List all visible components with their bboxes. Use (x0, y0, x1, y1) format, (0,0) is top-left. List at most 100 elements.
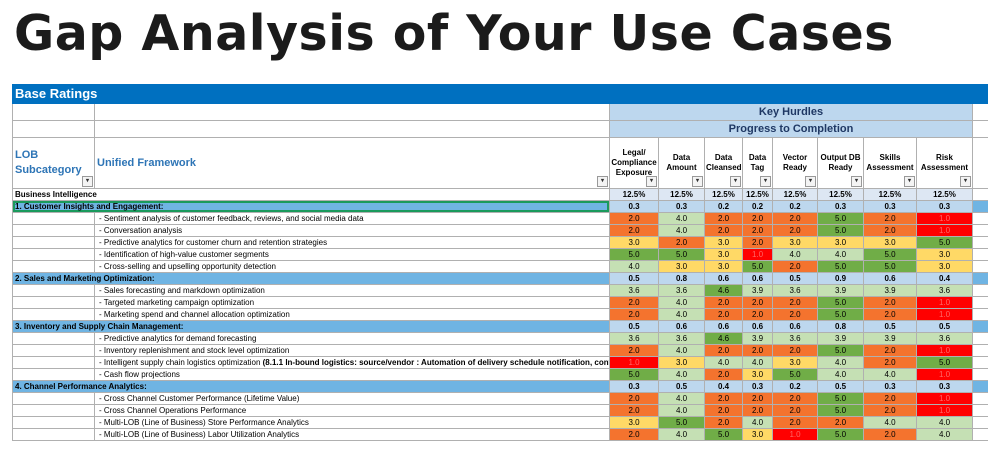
rating-cell[interactable]: 2.0 (704, 416, 743, 429)
metric-header-skills-assessment[interactable]: Skills Assessment ▾ (863, 137, 917, 189)
rating-cell[interactable]: 3.6 (658, 284, 705, 297)
section-score-cell[interactable]: 0.2 (704, 200, 743, 213)
use-case-cell[interactable]: - Targeted marketing campaign optimizati… (94, 296, 610, 309)
section-score-cell[interactable]: 0.6 (658, 320, 705, 333)
lob-cell[interactable] (12, 368, 95, 381)
use-case-cell[interactable]: - Intelligent supply chain logistics opt… (94, 356, 610, 369)
rating-cell[interactable]: 1.0 (916, 212, 973, 225)
rating-cell[interactable]: 2.0 (863, 428, 917, 441)
rating-cell[interactable]: 1.0 (916, 308, 973, 321)
rating-cell[interactable]: 4.0 (658, 296, 705, 309)
filter-dropdown-icon[interactable]: ▾ (597, 176, 608, 187)
section-score-cell[interactable]: 0.2 (772, 200, 818, 213)
rating-cell[interactable]: 1.0 (916, 296, 973, 309)
section-score-cell[interactable]: 0.6 (863, 272, 917, 285)
use-case-cell[interactable]: - Identification of high-value customer … (94, 248, 610, 261)
rating-cell[interactable]: 4.0 (658, 212, 705, 225)
use-case-cell[interactable]: - Inventory replenishment and stock leve… (94, 344, 610, 357)
section-score-cell[interactable]: 0.2 (772, 380, 818, 393)
rating-cell[interactable]: 4.0 (658, 428, 705, 441)
rating-cell[interactable]: 2.0 (863, 392, 917, 405)
rating-cell[interactable]: 3.0 (772, 236, 818, 249)
rating-cell[interactable]: 2.0 (658, 236, 705, 249)
use-case-cell[interactable]: - Predictive analytics for demand foreca… (94, 332, 610, 345)
use-case-cell[interactable]: - Cash flow projections (94, 368, 610, 381)
rating-cell[interactable]: 1.0 (916, 344, 973, 357)
rating-cell[interactable]: 2.0 (742, 344, 773, 357)
use-case-cell[interactable]: - Predictive analytics for customer chur… (94, 236, 610, 249)
rating-cell[interactable]: 3.0 (772, 356, 818, 369)
lob-cell[interactable] (12, 356, 95, 369)
rating-cell[interactable]: 5.0 (817, 224, 864, 237)
rating-cell[interactable]: 4.0 (658, 224, 705, 237)
rating-cell[interactable]: 3.0 (817, 236, 864, 249)
section-label-cell[interactable]: 4. Channel Performance Analytics: (12, 380, 610, 393)
section-score-cell[interactable]: 0.5 (916, 320, 973, 333)
rating-cell[interactable]: 2.0 (772, 224, 818, 237)
rating-cell[interactable]: 4.0 (609, 260, 659, 273)
rating-cell[interactable]: 1.0 (916, 404, 973, 417)
rating-cell[interactable]: 2.0 (742, 308, 773, 321)
lob-cell[interactable] (12, 236, 95, 249)
rating-cell[interactable]: 5.0 (863, 248, 917, 261)
rating-cell[interactable]: 5.0 (742, 260, 773, 273)
rating-cell[interactable]: 4.6 (704, 284, 743, 297)
rating-cell[interactable]: 3.0 (609, 236, 659, 249)
rating-cell[interactable]: 2.0 (863, 212, 917, 225)
filter-dropdown-icon[interactable]: ▾ (904, 176, 915, 187)
rating-cell[interactable]: 5.0 (916, 236, 973, 249)
section-score-cell[interactable]: 0.4 (704, 380, 743, 393)
rating-cell[interactable]: 4.0 (916, 428, 973, 441)
rating-cell[interactable]: 2.0 (742, 224, 773, 237)
rating-cell[interactable]: 2.0 (863, 356, 917, 369)
use-case-cell[interactable]: - Cross Channel Operations Performance (94, 404, 610, 417)
rating-cell[interactable]: 5.0 (817, 344, 864, 357)
lob-cell[interactable] (12, 284, 95, 297)
use-case-cell[interactable]: - Sales forecasting and markdown optimiz… (94, 284, 610, 297)
lob-cell[interactable] (12, 212, 95, 225)
weight-cell[interactable]: 12.5% (817, 188, 864, 201)
use-case-cell[interactable]: - Conversation analysis (94, 224, 610, 237)
use-case-cell[interactable]: - Sentiment analysis of customer feedbac… (94, 212, 610, 225)
filter-dropdown-icon[interactable]: ▾ (805, 176, 816, 187)
rating-cell[interactable]: 2.0 (704, 308, 743, 321)
rating-cell[interactable]: 3.0 (863, 236, 917, 249)
rating-cell[interactable]: 5.0 (817, 392, 864, 405)
rating-cell[interactable]: 4.0 (772, 248, 818, 261)
rating-cell[interactable]: 4.6 (704, 332, 743, 345)
rating-cell[interactable]: 2.0 (704, 392, 743, 405)
rating-cell[interactable]: 2.0 (772, 404, 818, 417)
lob-cell[interactable] (12, 392, 95, 405)
section-score-cell[interactable]: 0.3 (916, 380, 973, 393)
filter-dropdown-icon[interactable]: ▾ (960, 176, 971, 187)
rating-cell[interactable]: 3.6 (916, 284, 973, 297)
weight-cell[interactable]: 12.5% (863, 188, 917, 201)
use-case-cell[interactable]: - Marketing spend and channel allocation… (94, 308, 610, 321)
section-score-cell[interactable]: 0.5 (863, 320, 917, 333)
rating-cell[interactable]: 3.0 (916, 260, 973, 273)
rating-cell[interactable]: 3.6 (772, 332, 818, 345)
rating-cell[interactable]: 3.0 (658, 356, 705, 369)
rating-cell[interactable]: 1.0 (916, 392, 973, 405)
rating-cell[interactable]: 4.0 (817, 368, 864, 381)
rating-cell[interactable]: 2.0 (609, 428, 659, 441)
metric-header-risk-assessment[interactable]: Risk Assessment ▾ (916, 137, 973, 189)
rating-cell[interactable]: 2.0 (704, 368, 743, 381)
business-intelligence-label[interactable]: Business Intelligence (12, 188, 610, 201)
rating-cell[interactable]: 4.0 (658, 404, 705, 417)
metric-header-data-cleansed[interactable]: Data Cleansed ▾ (704, 137, 743, 189)
metric-header-vector-ready[interactable]: Vector Ready ▾ (772, 137, 818, 189)
lob-cell[interactable] (12, 308, 95, 321)
rating-cell[interactable]: 2.0 (772, 344, 818, 357)
section-score-cell[interactable]: 0.5 (772, 272, 818, 285)
weight-cell[interactable]: 12.5% (742, 188, 773, 201)
rating-cell[interactable]: 3.0 (916, 248, 973, 261)
lob-cell[interactable] (12, 404, 95, 417)
rating-cell[interactable]: 5.0 (772, 368, 818, 381)
rating-cell[interactable]: 3.6 (609, 284, 659, 297)
section-score-cell[interactable]: 0.5 (609, 320, 659, 333)
rating-cell[interactable]: 2.0 (609, 344, 659, 357)
use-case-cell[interactable]: - Cross Channel Customer Performance (Li… (94, 392, 610, 405)
rating-cell[interactable]: 4.0 (817, 356, 864, 369)
use-case-cell[interactable]: - Multi-LOB (Line of Business) Labor Uti… (94, 428, 610, 441)
